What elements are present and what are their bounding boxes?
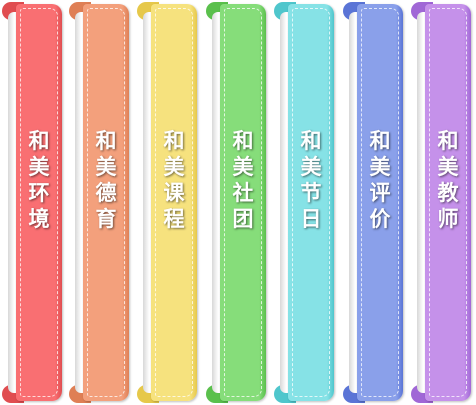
ribbon-body: [16, 4, 62, 401]
ribbon-body: [151, 4, 197, 401]
ribbon-label-char: 社: [232, 181, 254, 205]
ribbon-label-char: 和: [163, 129, 185, 153]
ribbon-label-char: 美: [95, 155, 117, 179]
ribbon-label-char: 和: [300, 129, 322, 153]
ribbon-label-char: 节: [300, 181, 322, 205]
ribbon-label-char: 美: [437, 155, 459, 179]
ribbon-label: 和美环境: [16, 128, 62, 232]
ribbon-label: 和美评价: [357, 128, 403, 232]
ribbon-item-2[interactable]: 和美德育: [69, 0, 129, 405]
ribbon-body: [425, 4, 471, 401]
ribbon-item-6[interactable]: 和美评价: [343, 0, 403, 405]
ribbon-item-7[interactable]: 和美教师: [411, 0, 471, 405]
ribbon-item-4[interactable]: 和美社团: [206, 0, 266, 405]
ribbon-label-char: 团: [232, 207, 254, 231]
ribbon-stitch: [20, 8, 58, 397]
ribbon-label: 和美课程: [151, 128, 197, 232]
ribbon-item-5[interactable]: 和美节日: [274, 0, 334, 405]
ribbon-stitch: [429, 8, 467, 397]
ribbon-label-char: 美: [163, 155, 185, 179]
ribbon-label-char: 日: [300, 207, 322, 231]
ribbon-label-char: 境: [28, 207, 50, 231]
ribbon-label-char: 美: [300, 155, 322, 179]
ribbon-label-char: 育: [95, 207, 117, 231]
ribbon-item-1[interactable]: 和美环境: [2, 0, 62, 405]
ribbon-label-char: 美: [28, 155, 50, 179]
ribbon-label-char: 美: [232, 155, 254, 179]
ribbon-label-char: 和: [437, 129, 459, 153]
ribbon-stitch: [155, 8, 193, 397]
ribbon-body: [288, 4, 334, 401]
ribbon-label-char: 环: [28, 181, 50, 205]
ribbon-body: [220, 4, 266, 401]
ribbon-label-char: 和: [232, 129, 254, 153]
ribbon-stitch: [224, 8, 262, 397]
ribbon-label-char: 教: [437, 181, 459, 205]
ribbon-label-char: 和: [369, 129, 391, 153]
ribbon-item-3[interactable]: 和美课程: [137, 0, 197, 405]
ribbon-label-char: 和: [95, 129, 117, 153]
ribbon-stitch: [361, 8, 399, 397]
ribbon-label: 和美社团: [220, 128, 266, 232]
ribbon-label-char: 和: [28, 129, 50, 153]
ribbon-label: 和美教师: [425, 128, 471, 232]
ribbon-label-char: 美: [369, 155, 391, 179]
ribbon-body: [83, 4, 129, 401]
ribbon-label-char: 程: [163, 207, 185, 231]
ribbon-label: 和美德育: [83, 128, 129, 232]
ribbon-body: [357, 4, 403, 401]
ribbon-label-char: 课: [163, 181, 185, 205]
ribbon-label: 和美节日: [288, 128, 334, 232]
ribbon-stitch: [292, 8, 330, 397]
ribbon-label-char: 评: [369, 181, 391, 205]
ribbon-label-char: 师: [437, 207, 459, 231]
ribbon-label-char: 德: [95, 181, 117, 205]
ribbon-label-char: 价: [369, 207, 391, 231]
ribbon-stitch: [87, 8, 125, 397]
